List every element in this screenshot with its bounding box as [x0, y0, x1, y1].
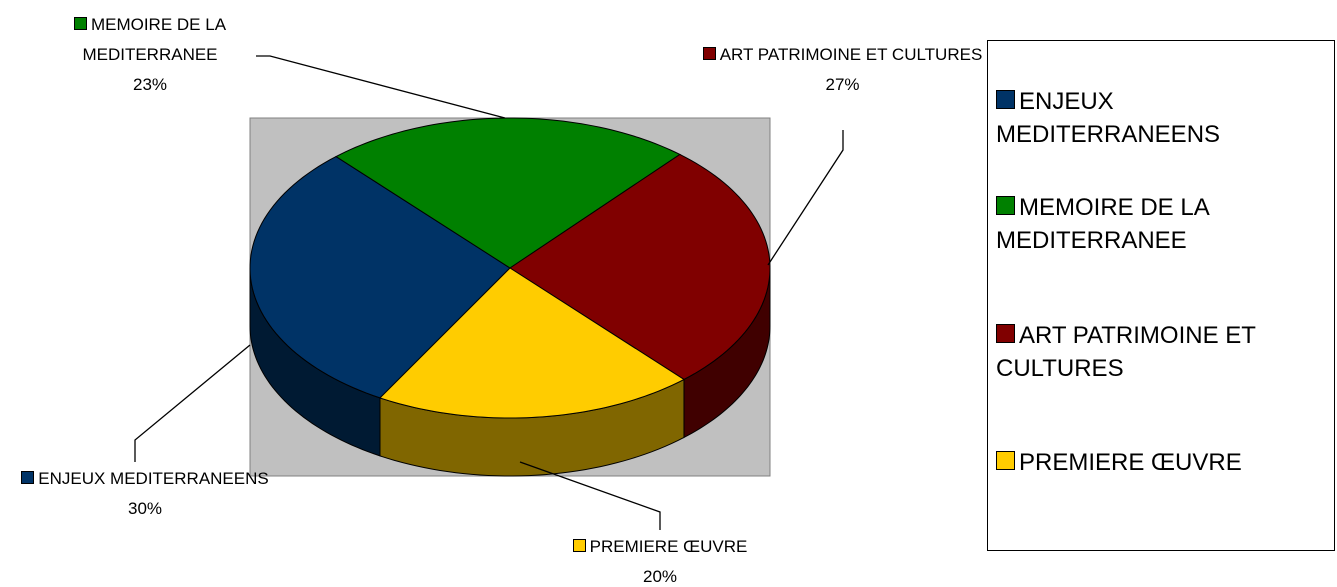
- legend-item: MEMOIRE DE LA MEDITERRANEE: [996, 191, 1331, 257]
- legend-swatch: [996, 196, 1015, 215]
- legend-label: ART PATRIMOINE ET CULTURES: [996, 322, 1256, 382]
- label-swatch: [702, 47, 716, 60]
- slice: [379, 267, 685, 419]
- label-category: PREMIERE ŒUVRE: [589, 537, 748, 556]
- leader-line: [256, 55, 506, 119]
- label-value: 23%: [132, 75, 168, 94]
- legend-label: ENJEUX MEDITERRANEENS: [996, 88, 1221, 148]
- label-category: MEMOIRE DE LA MEDITERRANEE: [82, 15, 227, 64]
- leader-lines: [134, 55, 844, 530]
- slice: [509, 153, 771, 381]
- legend-item: PREMIERE ŒUVRE: [996, 446, 1331, 479]
- legend-swatch: [996, 324, 1015, 343]
- data-label: ART PATRIMOINE ET CULTURES 27%: [700, 40, 985, 100]
- slice: [335, 117, 681, 269]
- slice: [249, 155, 511, 399]
- label-swatch: [21, 471, 35, 484]
- leader-line: [519, 461, 661, 530]
- legend-item: ART PATRIMOINE ET CULTURES: [996, 319, 1331, 385]
- label-value: 30%: [127, 499, 163, 518]
- legend-label: MEMOIRE DE LA MEDITERRANEE: [996, 194, 1209, 254]
- label-value: 20%: [642, 567, 678, 586]
- data-label: PREMIERE ŒUVRE 20%: [520, 532, 800, 587]
- label-swatch: [73, 17, 87, 30]
- leader-line: [134, 344, 251, 462]
- label-value: 27%: [825, 75, 860, 94]
- legend-item: ENJEUX MEDITERRANEENS: [996, 85, 1331, 151]
- pie: [249, 117, 771, 477]
- data-label: MEMOIRE DE LA MEDITERRANEE 23%: [30, 10, 270, 100]
- label-category: ENJEUX MEDITERRANEENS: [38, 469, 269, 488]
- legend: ENJEUX MEDITERRANEENS MEMOIRE DE LA MEDIT…: [987, 40, 1335, 551]
- data-label: ENJEUX MEDITERRANEENS 30%: [10, 464, 280, 524]
- leader-line: [767, 130, 844, 266]
- legend-swatch: [996, 451, 1015, 470]
- legend-swatch: [996, 90, 1015, 109]
- label-swatch: [572, 539, 586, 552]
- label-category: ART PATRIMOINE ET CULTURES: [719, 45, 983, 64]
- legend-label: PREMIERE ŒUVRE: [1019, 449, 1242, 476]
